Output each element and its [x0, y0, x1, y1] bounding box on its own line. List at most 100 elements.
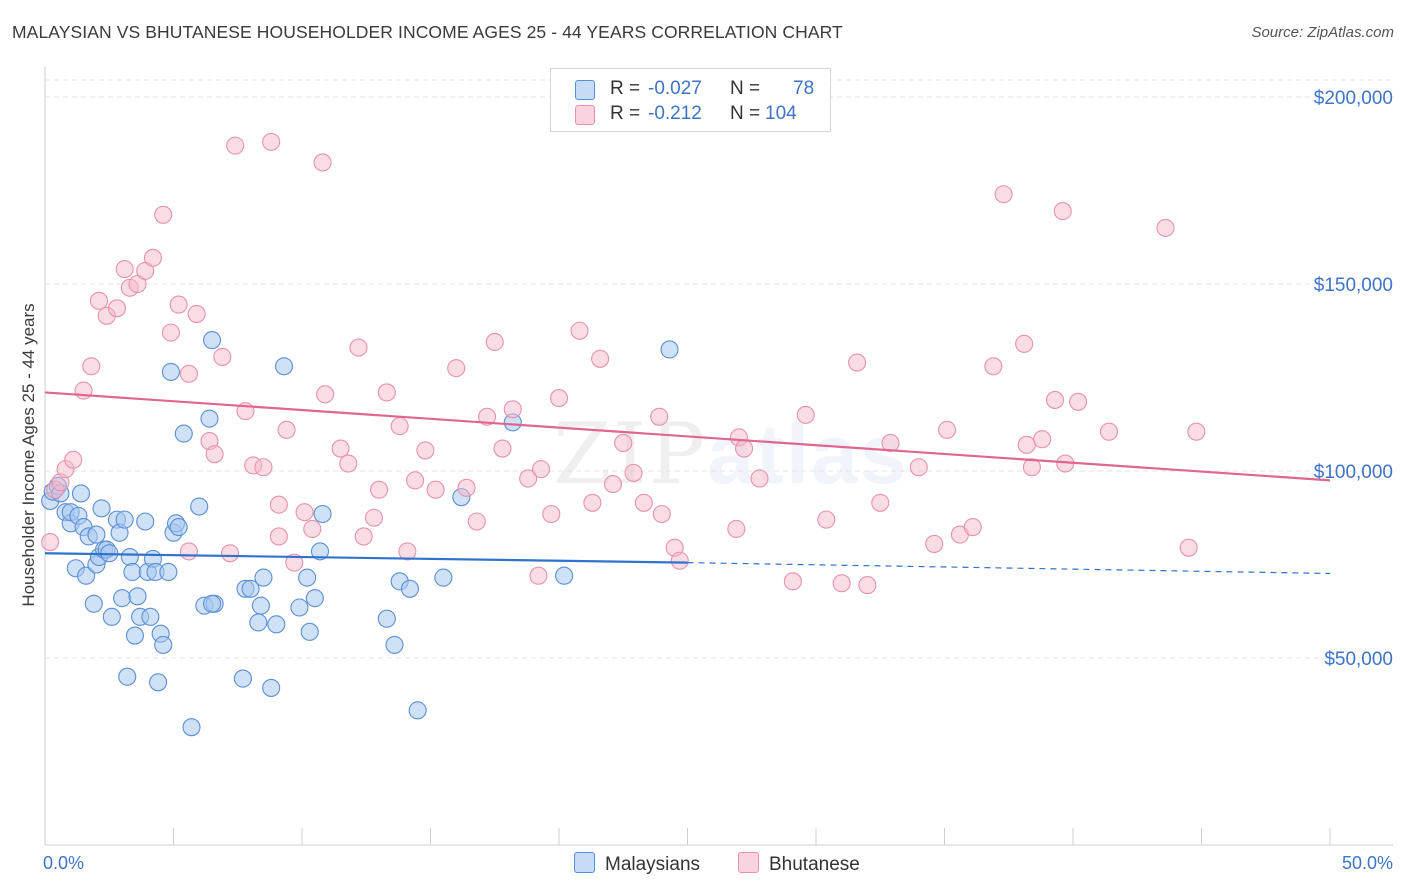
bhutanese-point	[205, 445, 224, 464]
bhutanese-point	[161, 323, 180, 342]
malaysian-point	[377, 609, 396, 628]
watermark-zip: ZIP	[553, 405, 708, 503]
malaysian-point	[660, 340, 679, 359]
legend-swatch-bhutanese	[575, 105, 595, 125]
bhutanese-point	[331, 439, 350, 458]
bottom-legend-label-malaysians: Malaysians	[605, 854, 701, 875]
malaysian-point	[84, 594, 103, 613]
legend-n-value: 104	[765, 103, 797, 124]
malaysian-point	[313, 504, 332, 524]
bhutanese-point	[285, 553, 304, 572]
malaysian-point	[128, 587, 147, 606]
axes	[44, 67, 1393, 846]
bhutanese-point	[169, 295, 188, 314]
bhutanese-point	[1179, 538, 1198, 557]
bhutanese-point	[1053, 202, 1072, 221]
malaysian-point	[400, 579, 419, 598]
malaysian-point	[92, 499, 111, 518]
bhutanese-point	[591, 349, 610, 368]
bhutanese-point	[143, 248, 162, 267]
bhutanese-point	[213, 347, 232, 366]
malaysian-trend-line	[44, 552, 688, 564]
bhutanese-point	[925, 534, 944, 553]
bhutanese-point	[529, 566, 548, 585]
bhutanese-point	[349, 338, 368, 357]
bhutanese-point	[796, 405, 815, 424]
bhutanese-point	[107, 299, 127, 318]
malaysian-point	[385, 635, 404, 654]
bhutanese-point	[1099, 422, 1119, 441]
bhutanese-point	[624, 463, 643, 482]
bhutanese-point	[41, 533, 60, 552]
bhutanese-point	[727, 519, 746, 539]
bhutanese-point	[269, 495, 288, 514]
bhutanese-point	[220, 544, 240, 563]
bhutanese-point	[871, 493, 890, 512]
bhutanese-point	[447, 359, 466, 378]
legend-r-label: R =	[610, 103, 641, 124]
bhutanese-point	[179, 364, 198, 383]
bhutanese-point	[881, 433, 900, 453]
bhutanese-point	[115, 259, 134, 279]
y-tick-label: $100,000	[1314, 462, 1393, 483]
malaysian-point	[190, 497, 209, 516]
bhutanese-point	[1022, 458, 1041, 477]
trend-lines	[44, 391, 1331, 575]
bhutanese-point	[603, 475, 623, 494]
bhutanese-point	[963, 518, 982, 537]
malaysian-point	[120, 547, 139, 567]
legend-n-value: 78	[793, 78, 815, 99]
malaysian-point	[161, 362, 180, 381]
bhutanese-point	[652, 504, 671, 524]
bhutanese-point	[1156, 218, 1175, 237]
bhutanese-point	[1069, 392, 1088, 411]
bottom-legend-swatch-bhutanese	[738, 852, 759, 873]
malaysian-point	[274, 357, 294, 376]
malaysian-points	[41, 331, 679, 737]
malaysian-point	[305, 589, 324, 608]
bhutanese-point	[984, 357, 1003, 376]
malaysian-point	[77, 566, 96, 585]
bhutanese-point	[848, 353, 867, 372]
bhutanese-point	[313, 153, 332, 172]
bhutanese-trend-line	[44, 391, 1331, 482]
bhutanese-point	[154, 205, 173, 224]
x-tick-label: 0.0%	[43, 853, 84, 873]
chart-title: MALAYSIAN VS BHUTANESE HOUSEHOLDER INCOM…	[12, 22, 843, 42]
bhutanese-point	[477, 407, 497, 426]
malaysian-point	[251, 596, 270, 615]
bottom-legend-label-bhutanese: Bhutanese	[769, 854, 860, 875]
bhutanese-point	[364, 508, 384, 527]
malaysian-point	[310, 542, 330, 561]
bhutanese-point	[1045, 390, 1065, 409]
malaysian-point	[123, 562, 142, 582]
x-tick-label: 50.0%	[1342, 853, 1393, 873]
bhutanese-point	[485, 332, 504, 352]
malaysian-point	[298, 568, 317, 587]
bhutanese-point	[994, 185, 1013, 204]
malaysian-point	[203, 331, 222, 350]
bhutanese-point	[858, 576, 877, 595]
bhutanese-point	[493, 439, 512, 458]
bhutanese-point	[262, 132, 281, 151]
malaysian-point	[203, 594, 222, 613]
grid-lines	[45, 79, 1393, 659]
bhutanese-point	[398, 542, 417, 561]
bhutanese-point	[938, 420, 957, 439]
malaysian-point	[141, 607, 160, 626]
malaysian-point	[300, 622, 319, 641]
bhutanese-point	[542, 504, 561, 524]
bhutanese-point	[832, 574, 851, 593]
bottom-legend-malaysians: Malaysians	[574, 852, 700, 876]
bhutanese-points	[41, 132, 1206, 595]
correlation-legend: R = -0.027 N = 78 R = -0.212 N = 104	[550, 68, 831, 132]
malaysian-point	[115, 510, 134, 529]
bhutanese-point	[817, 510, 836, 529]
legend-swatch-malaysians	[575, 80, 595, 100]
bhutanese-point	[503, 400, 522, 419]
malaysian-point	[125, 626, 144, 645]
y-tick-label: $200,000	[1314, 88, 1393, 109]
bhutanese-point	[634, 493, 653, 512]
y-tick-label: $50,000	[1324, 649, 1393, 670]
bhutanese-point	[370, 480, 389, 499]
